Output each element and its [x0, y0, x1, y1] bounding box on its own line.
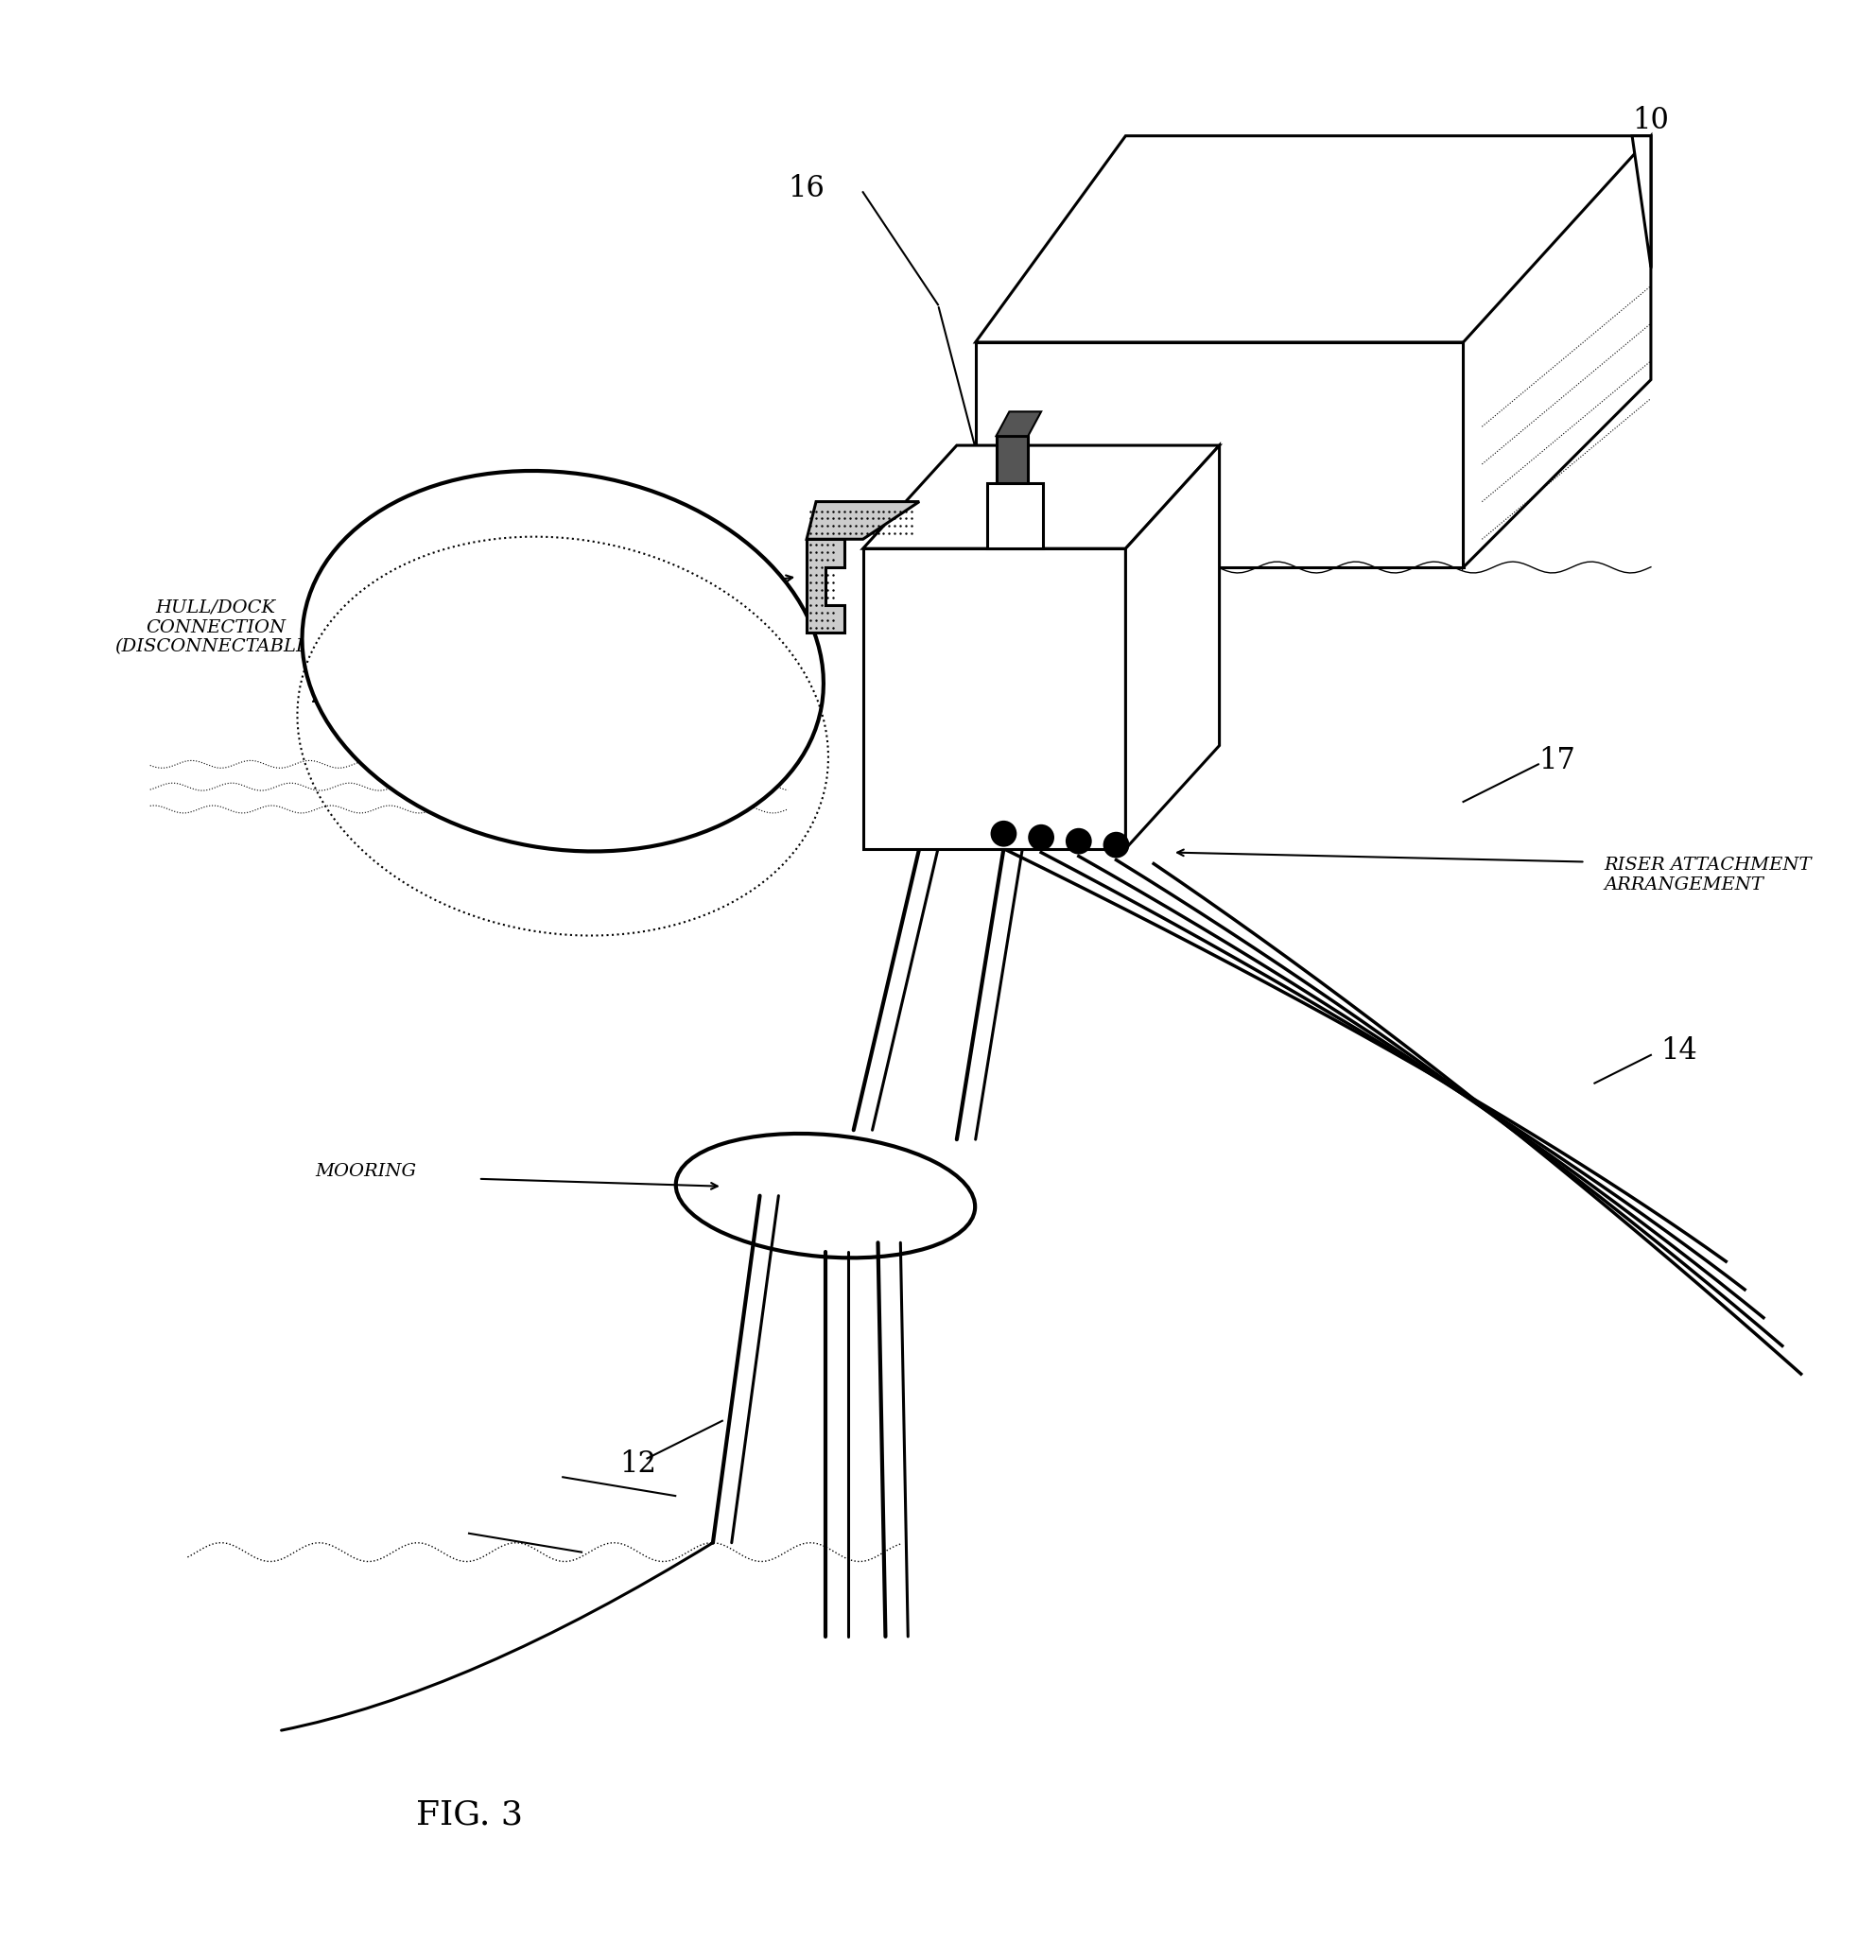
Polygon shape: [976, 343, 1463, 566]
Text: RISER ATTACHMENT
ARRANGEMENT: RISER ATTACHMENT ARRANGEMENT: [1604, 857, 1812, 894]
Circle shape: [1066, 827, 1092, 855]
Text: 14: 14: [1660, 1037, 1698, 1066]
Polygon shape: [807, 539, 844, 633]
Text: FIG. 3: FIG. 3: [416, 1799, 522, 1831]
Polygon shape: [863, 445, 1219, 549]
Polygon shape: [976, 135, 1651, 343]
Text: 17: 17: [1538, 747, 1576, 776]
Polygon shape: [1463, 135, 1651, 566]
Circle shape: [1028, 825, 1054, 851]
FancyArrowPatch shape: [281, 1543, 713, 1731]
Polygon shape: [1632, 135, 1651, 267]
Polygon shape: [807, 502, 919, 539]
Polygon shape: [996, 435, 1028, 482]
Text: 10: 10: [1632, 106, 1670, 135]
Polygon shape: [996, 412, 1041, 435]
Text: 16: 16: [788, 174, 825, 204]
Polygon shape: [863, 549, 1126, 849]
Polygon shape: [1126, 445, 1219, 849]
Circle shape: [1103, 831, 1129, 858]
Circle shape: [991, 821, 1017, 847]
Text: FLANGES/HINGES
FOR HARDPIPE SYSTEM
(DISCONNECTABLE): FLANGES/HINGES FOR HARDPIPE SYSTEM (DISC…: [1071, 323, 1311, 380]
Text: HULL/DOCK
CONNECTION
(DISCONNECTABLE): HULL/DOCK CONNECTION (DISCONNECTABLE): [114, 600, 317, 655]
Text: 12: 12: [619, 1448, 657, 1478]
Ellipse shape: [302, 470, 824, 851]
Text: MOORING: MOORING: [315, 1162, 416, 1180]
Text: 22: 22: [310, 680, 347, 710]
Polygon shape: [987, 482, 1043, 549]
